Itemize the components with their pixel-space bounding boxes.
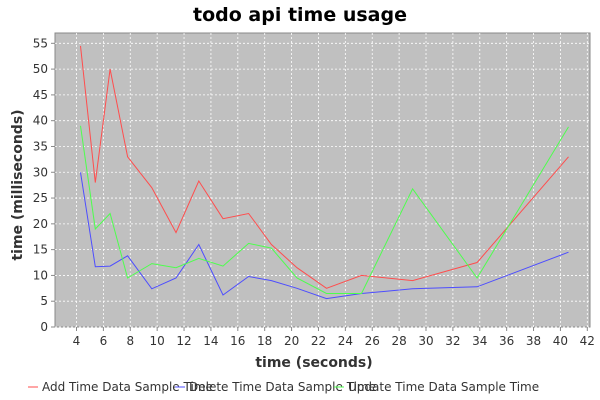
legend-label-1: Add Time Data Sample Time: [42, 380, 213, 394]
x-tick-label: 22: [311, 334, 326, 348]
x-tick-label: 16: [230, 334, 245, 348]
y-tick-label: 0: [40, 320, 48, 334]
y-tick-label: 5: [40, 294, 48, 308]
x-tick-label: 8: [126, 334, 134, 348]
x-tick-label: 24: [338, 334, 353, 348]
x-tick-label: 28: [391, 334, 406, 348]
x-tick-label: 40: [553, 334, 568, 348]
x-tick-label: 20: [284, 334, 299, 348]
axes: 0 5 10 15 20 25 30 35 40 45 50 55 4 6 8 10 12 14 16 18 20 22 2…: [33, 36, 595, 348]
y-tick-label: 15: [33, 243, 48, 257]
series-line-2: [80, 172, 569, 300]
x-tick-label: 34: [472, 334, 487, 348]
x-tick-label: 18: [257, 334, 272, 348]
y-tick-label: 55: [33, 36, 48, 50]
legend-label-2: Delete Time Data Sample Time: [189, 380, 376, 394]
x-tick-label: 26: [365, 334, 380, 348]
y-tick-label: 30: [33, 165, 48, 179]
plot-area: [54, 32, 591, 328]
x-tick-label: 42: [580, 334, 595, 348]
x-axis-title: time (seconds): [255, 355, 372, 371]
y-tick-label: 40: [33, 114, 48, 128]
grid: [55, 33, 590, 328]
series-line-1: [80, 45, 569, 289]
y-tick-label: 20: [33, 217, 48, 231]
legend-label-3: Update Time Data Sample Time: [348, 380, 539, 394]
x-tick-label: 4: [73, 334, 81, 348]
x-tick-label: 38: [526, 334, 541, 348]
y-tick-label: 10: [33, 268, 48, 282]
y-axis-title: time (milliseconds): [10, 109, 26, 260]
y-tick-label: 45: [33, 88, 48, 102]
chart-title: todo api time usage: [193, 4, 407, 26]
x-tick-label: 6: [100, 334, 108, 348]
series-lines: [80, 45, 569, 300]
x-tick-label: 36: [499, 334, 514, 348]
x-tick-label: 32: [445, 334, 460, 348]
x-tick-label: 30: [418, 334, 433, 348]
x-tick-label: 10: [150, 334, 165, 348]
y-tick-label: 35: [33, 139, 48, 153]
y-tick-label: 25: [33, 191, 48, 205]
series-line-3: [80, 125, 569, 294]
y-tick-label: 50: [33, 62, 48, 76]
x-tick-label: 14: [203, 334, 218, 348]
x-tick-label: 12: [176, 334, 191, 348]
